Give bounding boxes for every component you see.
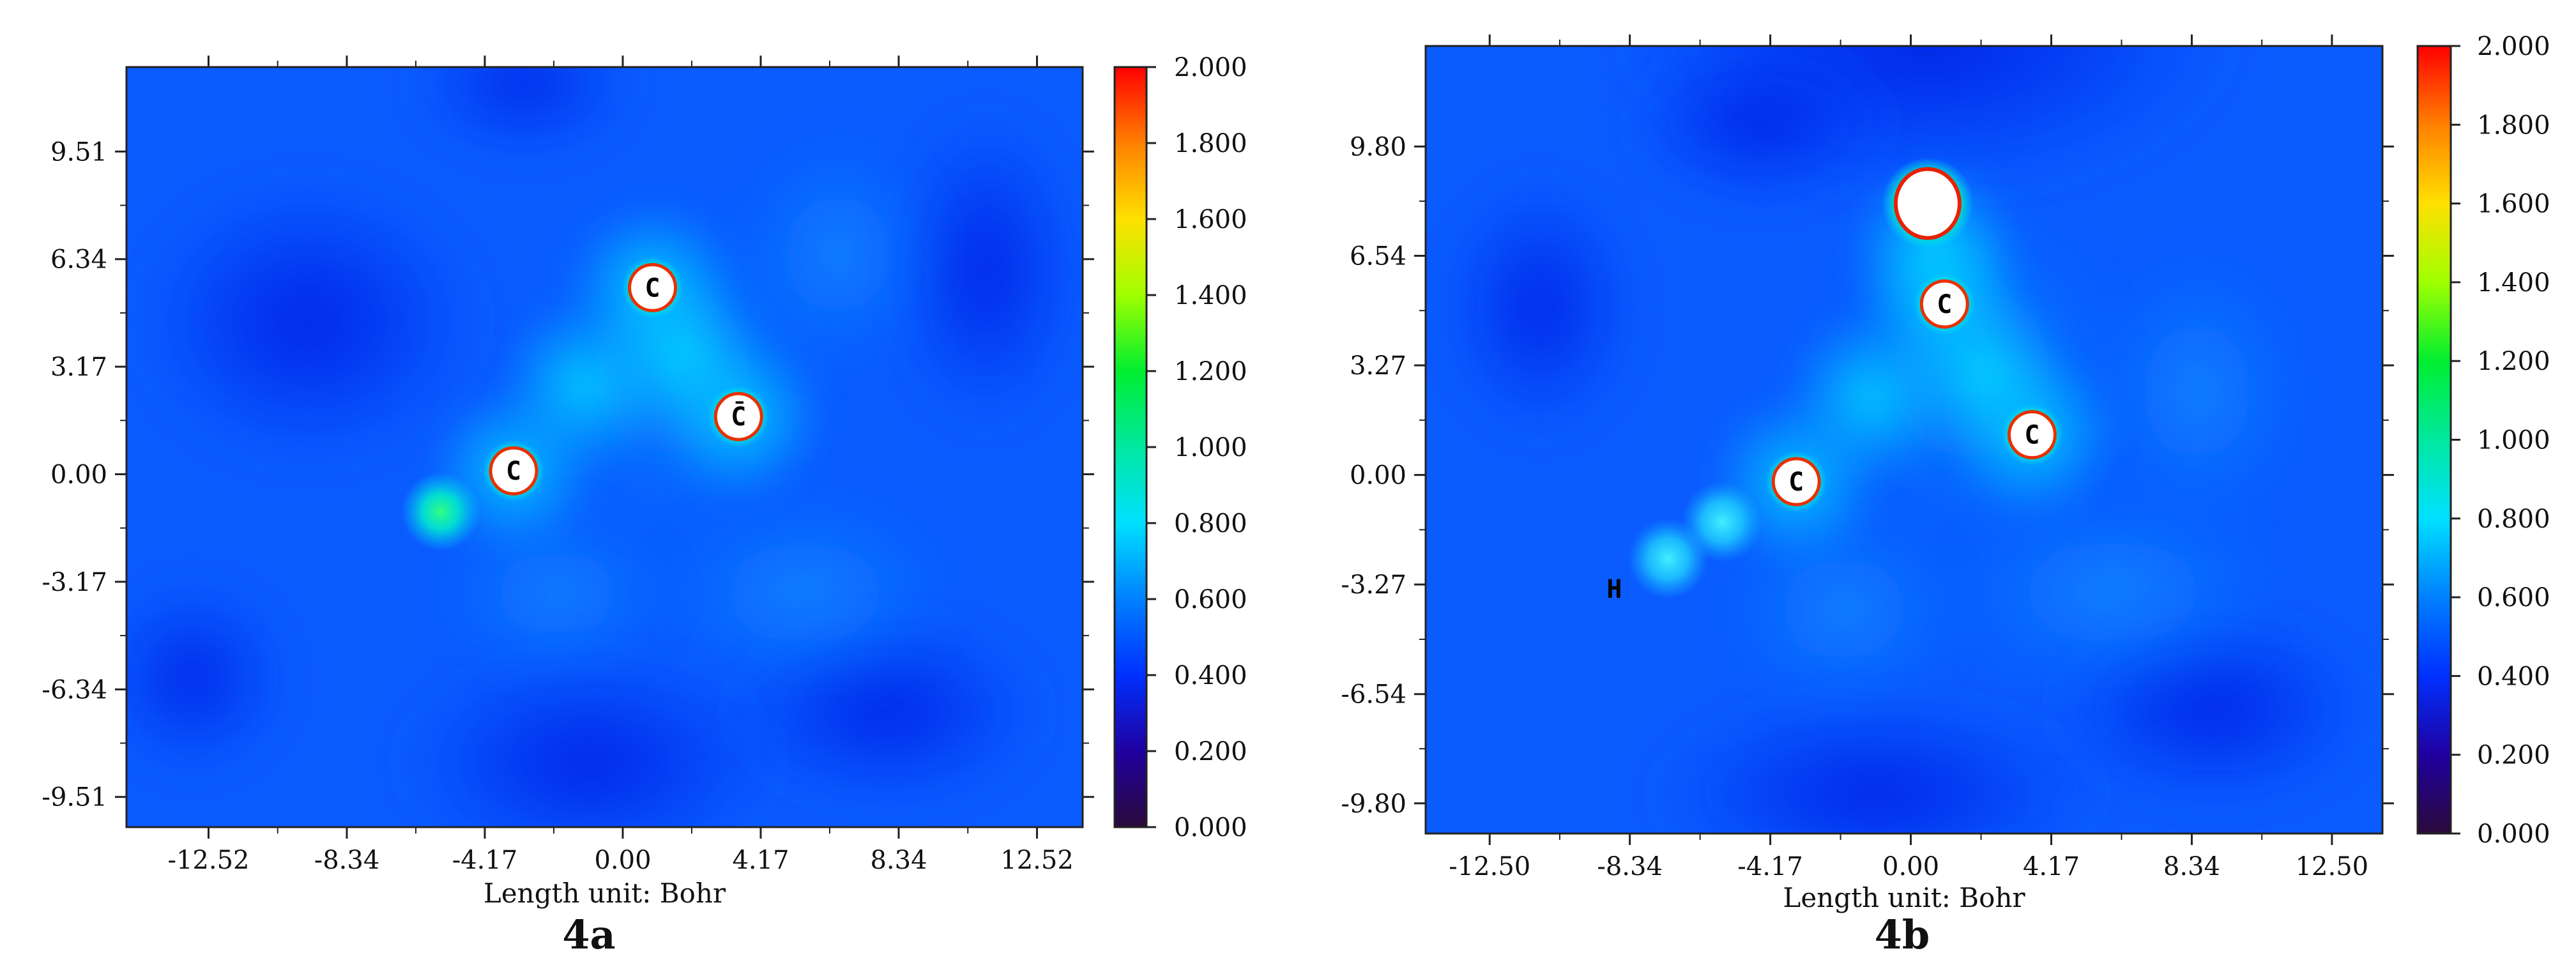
colorbar-tick-label: 1.200 [2477, 347, 2550, 376]
colorbar [2416, 45, 2452, 835]
x-tick-label: -12.50 [1449, 852, 1530, 881]
colorbar-tick-label: 0.400 [1174, 661, 1247, 690]
panel-4b: C C C H -12.50 -8.34 -4.17 0.00 4.17 8.34 12.50 9.8… [1341, 32, 2550, 958]
atom-label: C̄ [731, 401, 746, 432]
colorbar-tick-label: 0.200 [2477, 741, 2550, 770]
colorbar [1113, 66, 1148, 828]
colorbar-tick-label: 0.400 [2477, 662, 2550, 691]
colorbar-tick-label: 1.000 [1174, 433, 1247, 462]
atom-marker: C [1765, 451, 1827, 513]
high-density-region [738, 137, 938, 370]
colorbar-tick-label: 1.600 [2477, 190, 2550, 219]
hydrogen-density-spot [1627, 518, 1709, 600]
atom-marker: C [2001, 404, 2063, 466]
colorbar-tick-label: 0.600 [1174, 585, 1247, 614]
y-tick-label: 0.00 [1350, 461, 1406, 491]
high-density-region [655, 494, 954, 692]
atom-marker: C [1914, 273, 1976, 335]
y-tick-label: 0.00 [50, 461, 107, 490]
panel-4a: C C̄ C -12.52 -8.34 -4.17 0.00 4.17 8.34 12.52 9.5… [42, 53, 1247, 958]
x-tick-label: -8.34 [314, 846, 380, 875]
x-tick-label: 4.17 [732, 846, 789, 875]
hydrogen-density-spot [400, 471, 481, 552]
colorbar-tick-label: 0.800 [1174, 509, 1247, 538]
heatmap-field: C C̄ C [126, 67, 1083, 827]
x-tick-label: 0.00 [1882, 852, 1939, 881]
x-tick-label: 8.34 [870, 846, 927, 875]
atom-label: H [1606, 575, 1622, 604]
x-tick-label: 0.00 [594, 846, 651, 875]
colorbar-tick-label: 0.000 [2477, 819, 2550, 849]
panel-caption: 4a [562, 911, 615, 958]
colorbar-tick-label: 2.000 [2477, 32, 2550, 61]
high-density-region [2096, 256, 2299, 526]
low-density-region [1641, 692, 2113, 834]
atom-label: C [1788, 468, 1804, 497]
x-tick-label: 8.34 [2163, 852, 2220, 881]
low-density-region [391, 646, 788, 827]
colorbar-tick-label: 1.600 [1174, 205, 1247, 234]
y-tick-label: -6.34 [42, 675, 107, 704]
x-tick-label: -12.52 [167, 846, 249, 875]
atom-marker: C [621, 257, 683, 319]
x-tick-label: 4.17 [2023, 852, 2080, 881]
colorbar-tick-label: 1.400 [1174, 281, 1247, 310]
y-tick-label: 3.17 [50, 353, 107, 382]
colorbar-tick-label: 0.600 [2477, 583, 2550, 613]
atom-core [1771, 457, 1821, 506]
x-axis-label: Length unit: Bohr [484, 878, 726, 909]
x-tick-label: 12.50 [2296, 852, 2369, 881]
atom-core [2007, 410, 2057, 460]
x-tick-label: -4.17 [452, 846, 518, 875]
large-atom-core [1893, 167, 1962, 240]
colorbar-tick-label: 1.000 [2477, 426, 2550, 455]
y-tick-label: 6.34 [50, 245, 107, 275]
atom-core [713, 392, 763, 441]
y-tick-label: -3.27 [1341, 570, 1406, 600]
x-tick-label: -8.34 [1597, 852, 1663, 881]
low-density-region [126, 172, 491, 471]
low-density-region [1624, 46, 1894, 208]
colorbar-tick-label: 0.000 [1174, 813, 1247, 842]
plot-frame [1424, 45, 2384, 835]
atom-label: C [2024, 421, 2039, 450]
x-tick-label: 12.52 [1000, 846, 1074, 875]
colorbar-tick-label: 1.200 [1174, 357, 1247, 386]
colorbar-tick-label: 1.800 [2477, 110, 2550, 140]
x-axis-label: Length unit: Bohr [1783, 882, 2025, 913]
plot-frame [125, 66, 1084, 828]
atom-core [489, 446, 538, 496]
colorbar-tick-label: 0.200 [1174, 737, 1247, 766]
high-density-region [1944, 491, 2282, 694]
low-density-region [1439, 172, 1642, 443]
atom-core [628, 263, 678, 312]
bond-density-cloud [497, 300, 669, 473]
atom-core [1919, 279, 1969, 329]
colorbar-tick-label: 0.800 [2477, 505, 2550, 534]
atom-marker: C̄ [708, 386, 770, 448]
colorbar-tick-label: 1.800 [1174, 129, 1247, 158]
atom-label: C [1937, 290, 1952, 319]
heatmap-field: C C C H [1426, 46, 2382, 834]
atom-label: C [645, 273, 660, 303]
x-tick-label: -4.17 [1737, 852, 1803, 881]
colorbar-tick-label: 2.000 [1174, 53, 1247, 82]
y-tick-label: -6.54 [1341, 680, 1406, 710]
atom-marker: C [483, 440, 545, 502]
low-density-region [887, 105, 1083, 436]
colorbar-tick-label: 1.400 [2477, 268, 2550, 298]
y-tick-label: 9.80 [1350, 132, 1406, 162]
panel-caption: 4b [1875, 911, 1930, 958]
y-tick-label: 6.54 [1350, 241, 1406, 271]
bond-density-cloud [1783, 310, 1958, 486]
y-tick-label: -9.51 [42, 783, 107, 812]
atom-label: C [506, 457, 521, 486]
y-tick-label: 3.27 [1350, 351, 1406, 381]
y-tick-label: -3.17 [42, 568, 107, 597]
y-tick-label: 9.51 [50, 137, 107, 167]
low-density-region [126, 578, 292, 777]
y-tick-label: -9.80 [1341, 789, 1406, 819]
low-density-region [408, 67, 639, 157]
